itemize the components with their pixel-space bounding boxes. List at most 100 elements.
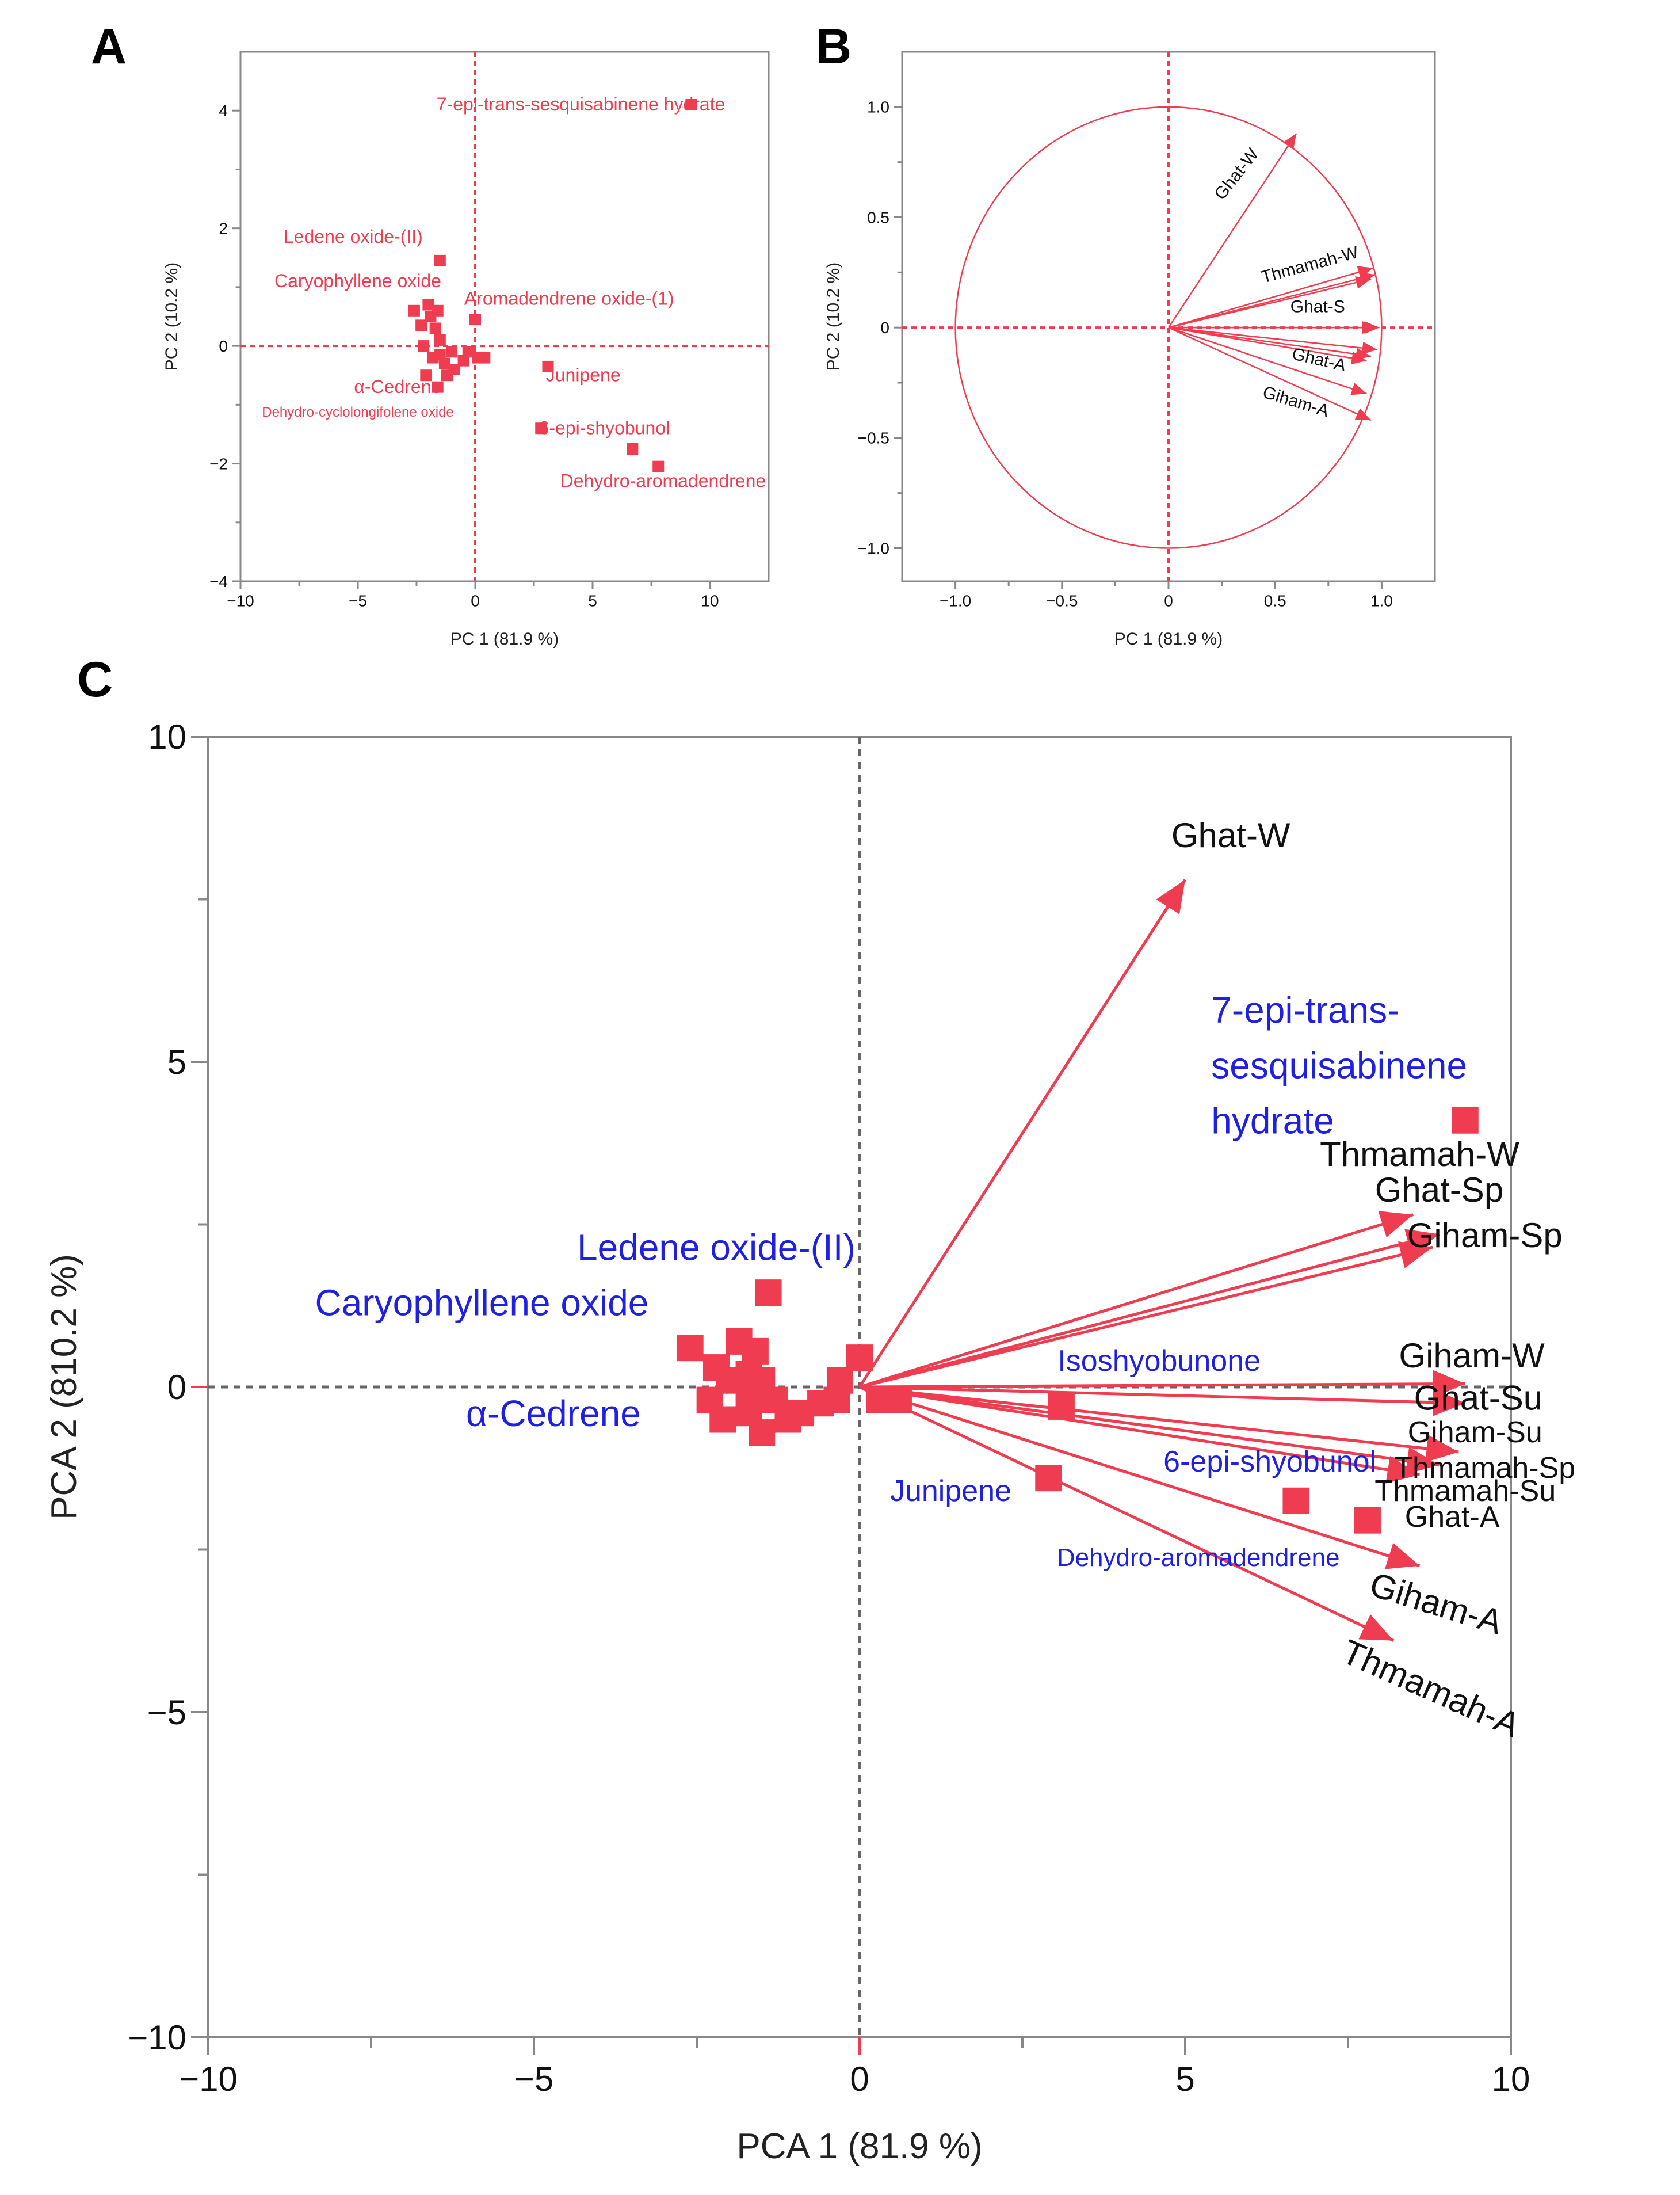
y-tick-label: 10 (148, 718, 186, 756)
biplot-vector (859, 1233, 1440, 1389)
panel-a-score-plot: −10 −5 0 5 10 −4 −2 0 2 4 PC 1 (81.9 %) PC 2 (10.2 … (162, 51, 770, 649)
biplot-point (885, 1386, 912, 1413)
score-point (434, 254, 446, 266)
y-tick-label: 4 (219, 102, 228, 120)
loading-vector (1168, 326, 1367, 395)
x-tick-label: −10 (179, 2060, 238, 2098)
score-point (448, 364, 460, 375)
biplot-point (1048, 1393, 1075, 1420)
score-point (685, 99, 697, 110)
compound-label: Caryophyllene oxide (274, 270, 441, 291)
compound-label: Dehydro-aromadendrene (1057, 1544, 1340, 1572)
biplot-vector (859, 1385, 1421, 1568)
plot-frame (901, 51, 1436, 582)
panel-c-biplot: −10 −5 0 5 10 −10 −5 0 5 10 PCA 1 (81.9 %) PCA 2 (8… (44, 718, 1575, 2166)
score-point (432, 381, 444, 393)
score-point (434, 349, 446, 361)
x-tick-label: 0 (850, 2060, 869, 2098)
score-point (542, 360, 554, 372)
vector-label: Thmamah-Sp (1394, 1451, 1575, 1485)
biplot-vector (859, 1385, 1459, 1454)
biplot-arrowhead (1405, 1447, 1440, 1474)
vector-label: Giham-A (1365, 1565, 1507, 1641)
loading-vector (1168, 267, 1373, 329)
loading-arrowhead (1361, 341, 1377, 355)
compound-label: Aromadendrene oxide-(1) (464, 288, 674, 309)
x-axis-label: PC 1 (81.9 %) (1114, 630, 1223, 649)
vector-label: Giham-Sp (1407, 1216, 1563, 1255)
score-point (418, 340, 430, 352)
vector-label: Ghat-Sp (1375, 1171, 1503, 1209)
score-point (420, 369, 432, 382)
compound-label: Ledene oxide-(II) (577, 1227, 856, 1268)
vector-label: Ghat-A (1405, 1500, 1500, 1534)
compound-label: Isoshyobunone (1057, 1344, 1261, 1378)
x-tick-label: 10 (1492, 2060, 1530, 2098)
biplot-arrowhead (1425, 1435, 1459, 1462)
biplot-arrowhead (1433, 1370, 1465, 1398)
x-tick-label: 0 (1164, 592, 1173, 609)
compound-label: Dehydro-cyclolongifolene oxide (262, 405, 454, 420)
compound-label: Junipene (890, 1474, 1011, 1508)
biplot-vector (859, 1385, 1420, 1477)
score-point (422, 299, 434, 311)
y-tick-label: −1.0 (858, 539, 889, 557)
panel-b-loading-plot: −1.0 −0.5 0 0.5 1.0 −1.0 −0.5 0 0.5 1.0 PC 1 (81.9… (824, 51, 1436, 649)
y-axis-label: PCA 2 (810.2 %) (44, 1254, 84, 1520)
y-tick-label: −5 (147, 1693, 186, 1732)
loading-label: Giham-A (1261, 383, 1331, 421)
loading-vector (1168, 327, 1372, 421)
compound-label: Junipene (546, 364, 621, 385)
loading-vector (1168, 278, 1372, 329)
score-point (462, 346, 474, 358)
loading-arrowhead (1354, 408, 1371, 421)
vector-label: Thmamah-A (1337, 1632, 1526, 1744)
compound-label: Dehydro-aromadendrene (560, 470, 766, 491)
loading-vector (1168, 326, 1378, 350)
vector-label: Giham-W (1399, 1336, 1545, 1375)
biplot-arrowhead (1156, 879, 1185, 914)
loading-arrowhead (1364, 321, 1380, 334)
y-tick-label: −4 (209, 573, 228, 590)
y-tick-label: −10 (128, 2018, 186, 2057)
biplot-vector (859, 1382, 1465, 1389)
vector-label: Ghat-Su (1414, 1379, 1542, 1417)
loading-arrowhead (1351, 352, 1367, 365)
biplot-point (749, 1419, 776, 1446)
compound-label: 7-epi-trans-sesquisabinene hydrate (437, 94, 726, 115)
y-tick-label: 0 (219, 337, 228, 355)
y-tick-label: 1.0 (867, 98, 889, 116)
biplot-vector (858, 1385, 1395, 1642)
score-point (652, 460, 665, 472)
score-point (627, 443, 639, 455)
unit-circle (954, 106, 1383, 549)
plot-frame (239, 51, 770, 582)
loading-label: Ghat-S (1290, 297, 1345, 316)
score-point (434, 334, 446, 346)
loading-vector (1167, 133, 1297, 328)
score-point (469, 314, 481, 326)
loading-label: Ghat-W (1211, 144, 1263, 203)
loading-arrowhead (1350, 383, 1367, 395)
biplot-point (677, 1335, 704, 1362)
score-point (408, 304, 420, 317)
score-point (446, 346, 458, 358)
x-axis-label: PC 1 (81.9 %) (450, 630, 559, 649)
compound-label: α-Cedrene (466, 1393, 641, 1434)
x-tick-label: 0.5 (1264, 592, 1286, 609)
biplot-vector (859, 1385, 1440, 1467)
loading-arrowhead (1355, 276, 1371, 289)
y-tick-label: 5 (167, 1043, 186, 1081)
loading-vector (1168, 326, 1372, 357)
biplot-arrowhead (1358, 1614, 1394, 1641)
biplot-point (1282, 1487, 1309, 1514)
biplot-arrowhead (1378, 1211, 1414, 1238)
loading-vector (1168, 326, 1367, 361)
x-tick-label: 1.0 (1370, 592, 1393, 609)
loading-label: Thmamah-W (1259, 243, 1361, 287)
y-tick-label: −0.5 (858, 429, 889, 447)
x-tick-label: −0.5 (1046, 592, 1078, 609)
compound-label: Caryophyllene oxide (315, 1282, 648, 1324)
vector-label: Thmamah-Su (1374, 1474, 1556, 1508)
vector-label: Ghat-W (1171, 816, 1290, 855)
